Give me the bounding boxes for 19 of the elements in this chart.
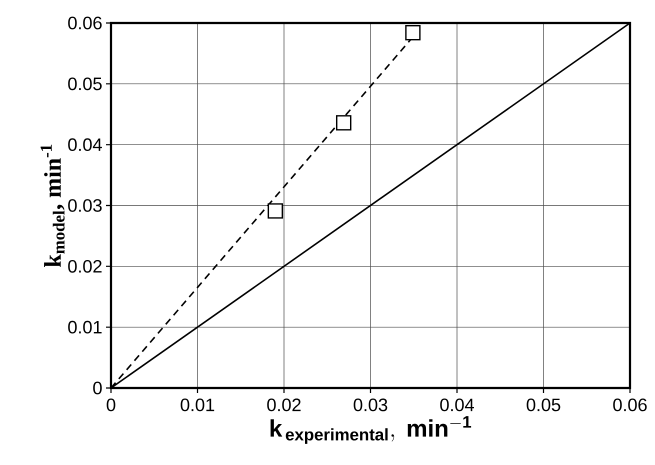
y-tick-label: 0.03	[68, 199, 102, 212]
point	[405, 25, 421, 40]
y-tick-label: 0.01	[68, 320, 102, 334]
x-tick-label: 0.02	[267, 398, 301, 412]
y-tick-label: 0.05	[68, 77, 102, 90]
x-axis-title: $\mathbf{k_{\,experimental},\ min^{-1}}$	[270, 416, 472, 444]
x-tick-label: 0.04	[440, 398, 474, 412]
x-tick-label: 0.01	[180, 398, 214, 412]
y-tick-label: 0.02	[68, 260, 102, 273]
point	[268, 203, 284, 219]
x-tick-label: 0.05	[526, 398, 560, 412]
x-tick-label: 0.06	[613, 398, 647, 412]
x-tick-label: 0	[106, 398, 116, 412]
point	[336, 115, 352, 130]
y-tick-label: 0.04	[68, 138, 102, 152]
y-tick-label: 0	[93, 382, 102, 394]
y-axis-title: k$_{model}$, min$^{-1}$	[40, 144, 65, 268]
y-tick-label: 0.06	[68, 16, 102, 30]
x-tick-label: 0.03	[354, 398, 388, 412]
